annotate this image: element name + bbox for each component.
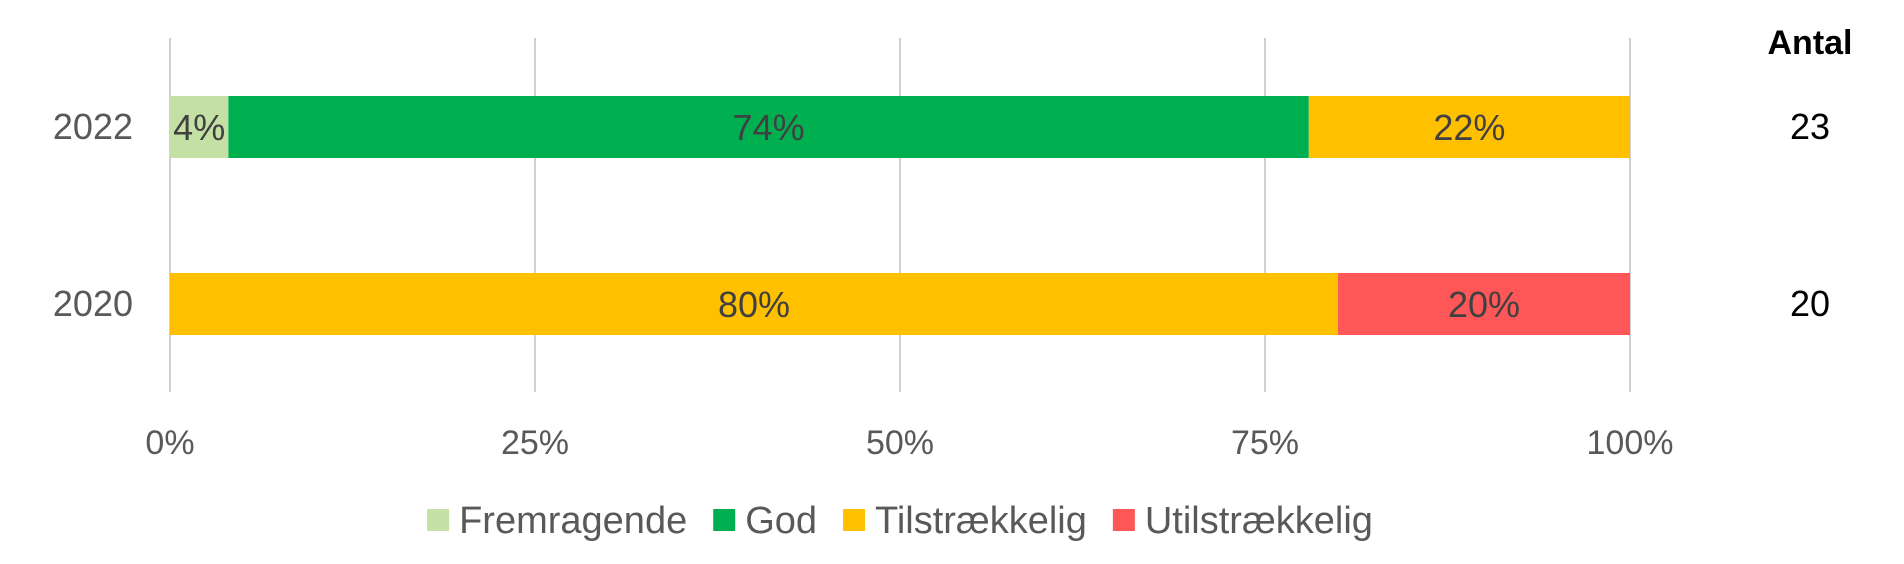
data-label: 80% bbox=[718, 284, 790, 325]
bar-segment-tilstr-kkelig-2020 bbox=[170, 273, 1338, 335]
legend-label-fremragende: Fremragende bbox=[459, 500, 687, 542]
x-tick-label: 100% bbox=[1587, 424, 1674, 462]
bar-segment-utilstr-kkelig-2020 bbox=[1338, 273, 1630, 335]
legend-swatch-tilstr-kkelig bbox=[843, 509, 866, 531]
data-labels: 4% 74% 22% 80% 20% bbox=[173, 107, 1520, 325]
legend-label-tilstr-kkelig: Tilstrækkelig bbox=[875, 500, 1087, 542]
count-header: Antal bbox=[1768, 24, 1853, 62]
gridlines bbox=[169, 38, 1631, 392]
legend: Fremragende God Tilstrækkelig Utilstrækkeli… bbox=[427, 500, 1373, 542]
category-label: 2020 bbox=[53, 283, 133, 324]
bar-segment-fremragende-2022 bbox=[170, 96, 229, 158]
bar-segment-god-2022 bbox=[228, 96, 1309, 158]
x-tick-label: 75% bbox=[1231, 424, 1299, 462]
x-axis-ticks: 0% 25% 50% 75% 100% bbox=[145, 424, 1673, 462]
data-label: 22% bbox=[1433, 107, 1505, 148]
count-value: 23 bbox=[1790, 106, 1830, 147]
count-column: Antal 23 20 bbox=[1768, 24, 1853, 324]
legend-swatch-utilstr-kkelig bbox=[1112, 509, 1135, 531]
x-tick-label: 0% bbox=[145, 424, 194, 462]
data-label: 20% bbox=[1448, 284, 1520, 325]
x-tick-label: 25% bbox=[501, 424, 569, 462]
x-tick-label: 50% bbox=[866, 424, 934, 462]
category-label: 2022 bbox=[53, 106, 133, 147]
y-axis-categories: 2022 2020 bbox=[53, 106, 133, 324]
count-value: 20 bbox=[1790, 283, 1830, 324]
bar-segments bbox=[170, 96, 1630, 335]
legend-label-utilstr-kkelig: Utilstrækkelig bbox=[1145, 500, 1373, 542]
bar-segment-tilstr-kkelig-2022 bbox=[1308, 96, 1630, 158]
legend-swatch-fremragende bbox=[427, 509, 450, 531]
legend-label-god: God bbox=[745, 500, 817, 542]
legend-swatch-god bbox=[713, 509, 736, 531]
data-label: 4% bbox=[173, 107, 225, 148]
data-label: 74% bbox=[733, 107, 805, 148]
